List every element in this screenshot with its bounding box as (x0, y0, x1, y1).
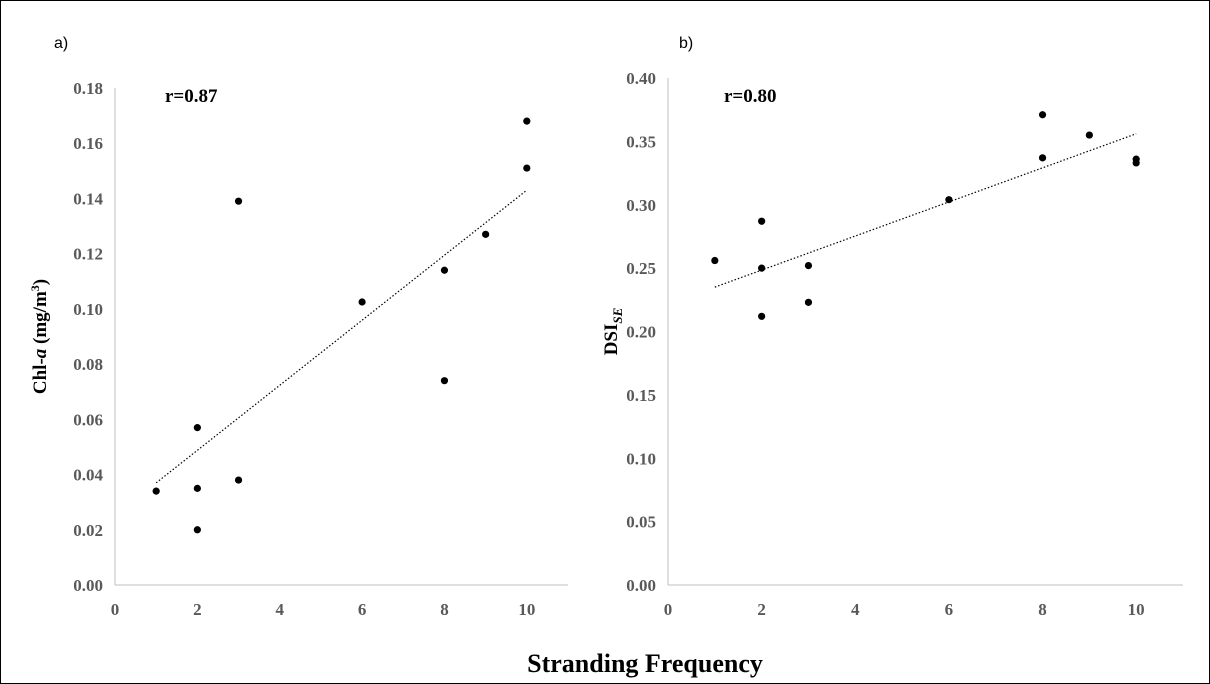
y-tick-label: 0.10 (626, 449, 656, 468)
y-axis-label-italic: a (30, 348, 51, 358)
y-axis-label-subscript: SE (610, 307, 625, 323)
data-point (358, 298, 366, 306)
y-tick-label: 0.06 (73, 410, 103, 429)
y-tick-label: 0.30 (626, 196, 656, 215)
x-tick-label: 6 (358, 600, 367, 619)
data-point (193, 424, 201, 432)
data-point (1038, 111, 1047, 119)
y-tick-label: 0.18 (73, 79, 103, 98)
y-tick-label: 0.02 (73, 521, 103, 540)
y-axis-label-unit: (mg/m (30, 291, 51, 349)
y-axis-label: Chl-a (mg/m3) (28, 279, 51, 394)
y-tick-label: 0.04 (73, 466, 103, 485)
x-tick-label: 2 (193, 600, 202, 619)
y-tick-label: 0.00 (73, 576, 103, 595)
data-point (523, 164, 531, 172)
data-point (440, 377, 449, 385)
x-tick-label: 4 (275, 600, 284, 619)
x-tick-label: 0 (664, 600, 673, 619)
data-point (193, 526, 201, 534)
data-point (193, 484, 201, 492)
y-axis-label-close: ) (30, 279, 51, 285)
y-tick-label: 0.25 (626, 259, 656, 278)
x-tick-label: 2 (757, 600, 766, 619)
data-point (234, 197, 243, 205)
data-point (482, 230, 490, 238)
panel-b-chart: b) 0.00 0.05 0.10 0.15 0.20 0.25 0.30 0.35 0.40 0 2… (601, 35, 1183, 619)
y-axis-label-superscript: 3 (28, 285, 42, 291)
y-tick-label: 0.00 (626, 576, 656, 595)
data-point (804, 298, 813, 306)
data-point (804, 261, 813, 270)
data-point (1132, 159, 1140, 167)
y-tick-label: 0.15 (626, 386, 656, 405)
y-axis-label: DSISE (601, 307, 625, 355)
data-point (758, 264, 766, 272)
x-tick-label: 8 (1038, 600, 1047, 619)
panel-label: b) (679, 35, 693, 52)
x-tick-label: 10 (1128, 600, 1145, 619)
x-tick-label: 10 (518, 600, 535, 619)
data-point (758, 312, 766, 320)
trendline (714, 133, 1137, 288)
data-point (945, 196, 953, 204)
y-tick-label: 0.10 (73, 300, 103, 319)
data-point (523, 117, 531, 125)
y-tick-label: 0.12 (73, 245, 103, 264)
data-point (440, 266, 449, 274)
y-axis-label-main: DSI (601, 324, 622, 356)
correlation-annotation: r=0.80 (724, 86, 777, 107)
data-point (234, 476, 243, 484)
x-tick-label: 6 (945, 600, 954, 619)
data-point (758, 217, 766, 225)
data-point (1038, 154, 1047, 162)
y-tick-label: 0.14 (73, 189, 103, 208)
y-tick-label: 0.08 (73, 355, 103, 374)
x-tick-label: 8 (440, 600, 449, 619)
y-tick-label: 0.05 (626, 513, 656, 532)
shared-x-axis-label: Stranding Frequency (527, 649, 763, 678)
data-point (1085, 131, 1093, 139)
y-tick-label: 0.35 (626, 132, 656, 151)
x-tick-label: 4 (851, 600, 860, 619)
y-tick-label: 0.40 (626, 69, 656, 88)
x-tick-label: 0 (111, 600, 120, 619)
panel-a-chart: a) 0.00 0.02 0.04 0.06 0.08 0.10 0.12 0.14 0.16 0.… (28, 35, 568, 619)
correlation-annotation: r=0.87 (165, 86, 218, 107)
data-point (711, 256, 719, 265)
y-tick-label: 0.16 (73, 134, 103, 153)
y-tick-label: 0.20 (626, 323, 656, 342)
panel-label: a) (54, 35, 68, 52)
y-axis-label-main: Chl- (30, 358, 51, 394)
data-point (152, 487, 160, 495)
